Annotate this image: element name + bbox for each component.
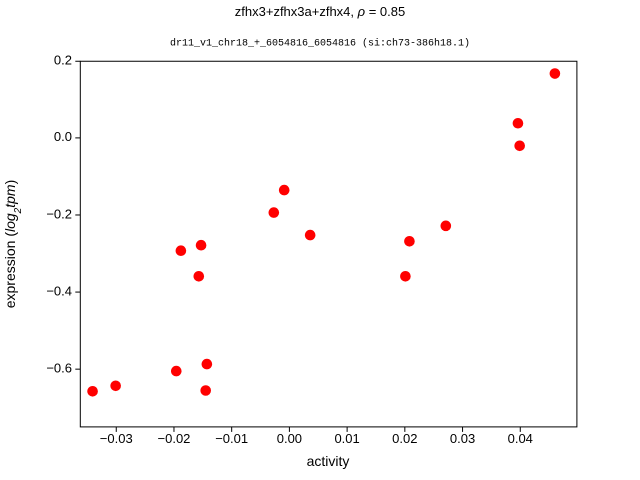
svg-text:−0.03: −0.03: [100, 431, 133, 446]
svg-text:expression (log2tpm): expression (log2tpm): [2, 180, 24, 309]
svg-text:0.04: 0.04: [508, 431, 533, 446]
svg-text:−0.2: −0.2: [46, 206, 72, 221]
svg-text:0.0: 0.0: [54, 129, 72, 144]
svg-text:zfhx3+zfhx3a+zfhx4, ρ = 0.85: zfhx3+zfhx3a+zfhx4, ρ = 0.85: [235, 4, 405, 19]
svg-text:dr11_v1_chr18_+_6054816_605481: dr11_v1_chr18_+_6054816_6054816 (si:ch73…: [170, 38, 470, 50]
svg-text:−0.6: −0.6: [46, 361, 72, 376]
svg-text:0.03: 0.03: [450, 431, 475, 446]
svg-text:0.00: 0.00: [277, 431, 302, 446]
svg-text:0.2: 0.2: [54, 53, 72, 68]
svg-text:−0.02: −0.02: [158, 431, 191, 446]
svg-text:−0.4: −0.4: [46, 283, 72, 298]
svg-text:−0.01: −0.01: [215, 431, 248, 446]
svg-text:0.01: 0.01: [334, 431, 359, 446]
svg-text:0.02: 0.02: [392, 431, 417, 446]
svg-text:activity: activity: [307, 453, 350, 469]
